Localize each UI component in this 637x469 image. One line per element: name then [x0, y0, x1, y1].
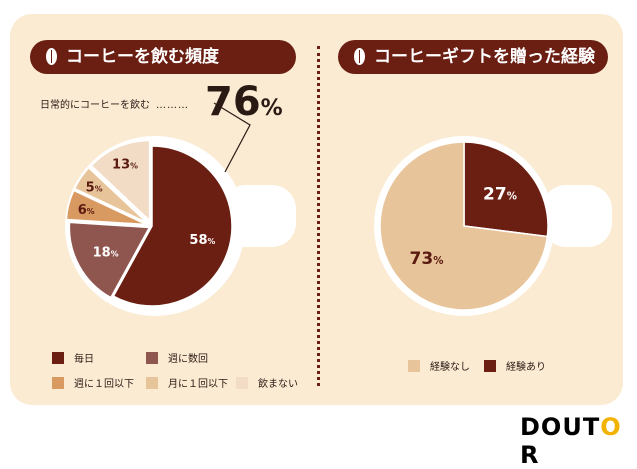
pie-chart-left: 58% 18% 6% 5% 13%	[65, 139, 233, 307]
legend-swatch	[52, 377, 64, 389]
cup-handle-right	[542, 185, 612, 247]
doutor-logo: DOUTOR	[520, 413, 622, 469]
legend-swatch	[146, 377, 158, 389]
legend-swatch	[408, 360, 420, 372]
legend-item-several-weekly: 週に数回	[146, 350, 208, 365]
legend-item-never: 飲まない	[236, 375, 298, 390]
pie-value-label: 6%	[78, 203, 95, 218]
callout-leader-line	[213, 102, 251, 173]
pie-slice-left-0	[112, 145, 233, 307]
callout-percentage: 76%	[205, 80, 283, 131]
pie-slice-right-0	[463, 141, 549, 238]
pie-slice-left-1	[68, 221, 151, 299]
legend-swatch	[52, 352, 64, 364]
pie-value-label: 18%	[93, 246, 119, 261]
panel-divider	[317, 46, 320, 386]
right-title-text: コーヒーギフトを贈った経験	[374, 47, 595, 67]
legend-item-weekly-or-less: 週に１回以下	[52, 375, 134, 390]
callout-unit: %	[260, 96, 283, 121]
callout-label: 日常的にコーヒーを飲む	[40, 100, 150, 111]
pie-value-label: 73%	[410, 249, 444, 269]
pie-chart-right: 27% 73%	[379, 141, 549, 311]
legend-label: 経験なし	[430, 362, 470, 373]
right-panel-title: コーヒーギフトを贈った経験	[338, 40, 608, 74]
legend-item-monthly-or-less: 月に１回以下	[146, 375, 228, 390]
legend-label: 飲まない	[258, 379, 298, 390]
left-title-text: コーヒーを飲む頻度	[66, 47, 219, 67]
pie-slice-left-3	[73, 166, 148, 224]
left-panel-title: コーヒーを飲む頻度	[30, 40, 296, 74]
callout-value: 76	[205, 79, 261, 125]
legend-label: 週に数回	[168, 354, 208, 365]
legend-swatch	[484, 360, 496, 372]
coffee-bean-icon	[354, 48, 365, 65]
pie-slice-left-2	[65, 189, 147, 226]
legend-label: 週に１回以下	[74, 379, 134, 390]
legend-label: 月に１回以下	[168, 379, 228, 390]
legend-label: 毎日	[74, 354, 94, 365]
legend-item-daily: 毎日	[52, 350, 94, 365]
legend-swatch	[146, 352, 158, 364]
legend-swatch	[236, 377, 248, 389]
pie-value-label: 27%	[483, 184, 517, 204]
legend-item-no-experience: 経験なし	[408, 358, 470, 373]
pie-value-label: 13%	[112, 158, 138, 173]
legend-item-has-experience: 経験あり	[484, 358, 546, 373]
legend-label: 経験あり	[506, 362, 546, 373]
pie-slice-right-1	[379, 141, 549, 311]
pie-value-label: 58%	[189, 233, 215, 248]
pie-slice-left-4	[90, 139, 151, 223]
daily-drinker-callout: 日常的にコーヒーを飲む ………	[40, 96, 189, 111]
pie-charts: 58% 18% 6% 5% 13% 27% 73%	[65, 102, 612, 316]
coffee-bean-icon	[46, 48, 57, 65]
pie-value-label: 5%	[86, 181, 103, 196]
callout-dots: ………	[156, 100, 189, 111]
